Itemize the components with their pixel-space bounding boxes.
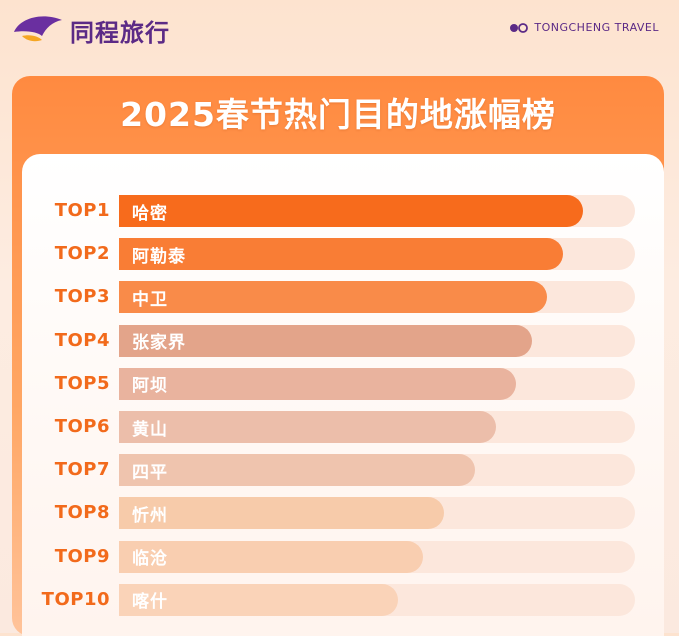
chart-title: 2025春节热门目的地涨幅榜: [120, 95, 556, 134]
bar: 临沧: [119, 540, 423, 573]
bar: 忻州: [119, 497, 444, 530]
bird-logo-icon: [14, 16, 62, 42]
rank-label: TOP4: [54, 329, 110, 351]
rank-label: TOP9: [54, 545, 110, 567]
bar: 阿坝: [119, 367, 516, 400]
rank-label: TOP6: [54, 416, 110, 437]
bar: 四平: [119, 454, 475, 487]
bar: 阿勒泰: [119, 238, 563, 271]
rank-label: TOP2: [54, 243, 110, 265]
header: 同程旅行 TONGCHENG TRAVEL: [0, 0, 679, 60]
bar: 黄山: [119, 411, 496, 443]
rank-label: TOP7: [54, 459, 110, 481]
brand-name: 同程旅行: [70, 18, 170, 47]
brand-logo[interactable]: 同程旅行: [12, 10, 170, 50]
bar: 张家界: [119, 324, 532, 357]
brand-dots-icon: [510, 22, 529, 33]
bar: 喀什: [119, 583, 398, 616]
rank-label: TOP1: [54, 200, 110, 221]
rank-label: TOP3: [54, 286, 110, 308]
brand-english-name: TONGCHENG TRAVEL: [534, 21, 659, 34]
english-brand: TONGCHENG TRAVEL: [510, 21, 659, 34]
rank-label: TOP10: [41, 588, 110, 610]
rank-label: TOP5: [54, 372, 110, 394]
bar: 哈密: [119, 195, 583, 227]
bar: 中卫: [119, 281, 547, 314]
rank-label: TOP8: [54, 502, 110, 524]
